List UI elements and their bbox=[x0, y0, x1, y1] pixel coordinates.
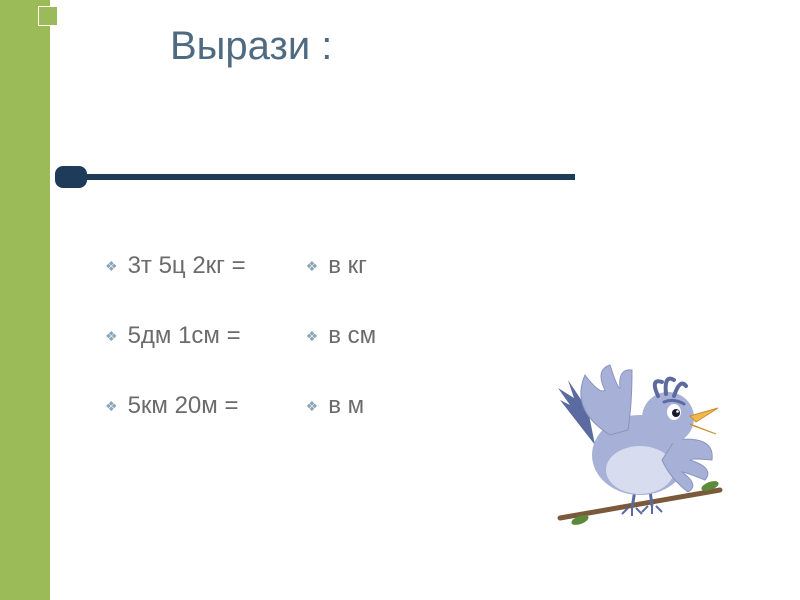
bird-clipart bbox=[540, 340, 740, 540]
list-item-label: 5км 20м = bbox=[128, 392, 239, 420]
diamond-bullet-icon: ❖ bbox=[105, 329, 118, 343]
left-sidebar bbox=[0, 0, 50, 600]
list-item: ❖ в кг bbox=[306, 252, 376, 280]
diamond-bullet-icon: ❖ bbox=[306, 259, 319, 273]
list-item: ❖ 3т 5ц 2кг = bbox=[105, 252, 246, 280]
left-column: ❖ 3т 5ц 2кг = ❖ 5дм 1см = ❖ 5км 20м = bbox=[105, 252, 246, 420]
list-item-label: 3т 5ц 2кг = bbox=[128, 252, 246, 280]
corner-square-accent bbox=[38, 6, 58, 26]
diamond-bullet-icon: ❖ bbox=[105, 399, 118, 413]
list-item: ❖ 5дм 1см = bbox=[105, 322, 246, 350]
diamond-bullet-icon: ❖ bbox=[105, 259, 118, 273]
title-underline bbox=[55, 166, 575, 192]
diamond-bullet-icon: ❖ bbox=[306, 399, 319, 413]
list-item: ❖ в м bbox=[306, 392, 376, 420]
list-item: ❖ в см bbox=[306, 322, 376, 350]
slide-title: Вырази : bbox=[170, 24, 332, 69]
list-item-label: в м bbox=[328, 392, 364, 420]
underline-bar bbox=[75, 174, 575, 180]
diamond-bullet-icon: ❖ bbox=[306, 329, 319, 343]
bird-icon bbox=[540, 340, 740, 540]
list-item: ❖ 5км 20м = bbox=[105, 392, 246, 420]
list-item-label: в кг bbox=[328, 252, 367, 280]
right-column: ❖ в кг ❖ в см ❖ в м bbox=[306, 252, 376, 420]
content-columns: ❖ 3т 5ц 2кг = ❖ 5дм 1см = ❖ 5км 20м = ❖ … bbox=[105, 252, 376, 420]
list-item-label: 5дм 1см = bbox=[128, 322, 241, 350]
list-item-label: в см bbox=[328, 322, 376, 350]
